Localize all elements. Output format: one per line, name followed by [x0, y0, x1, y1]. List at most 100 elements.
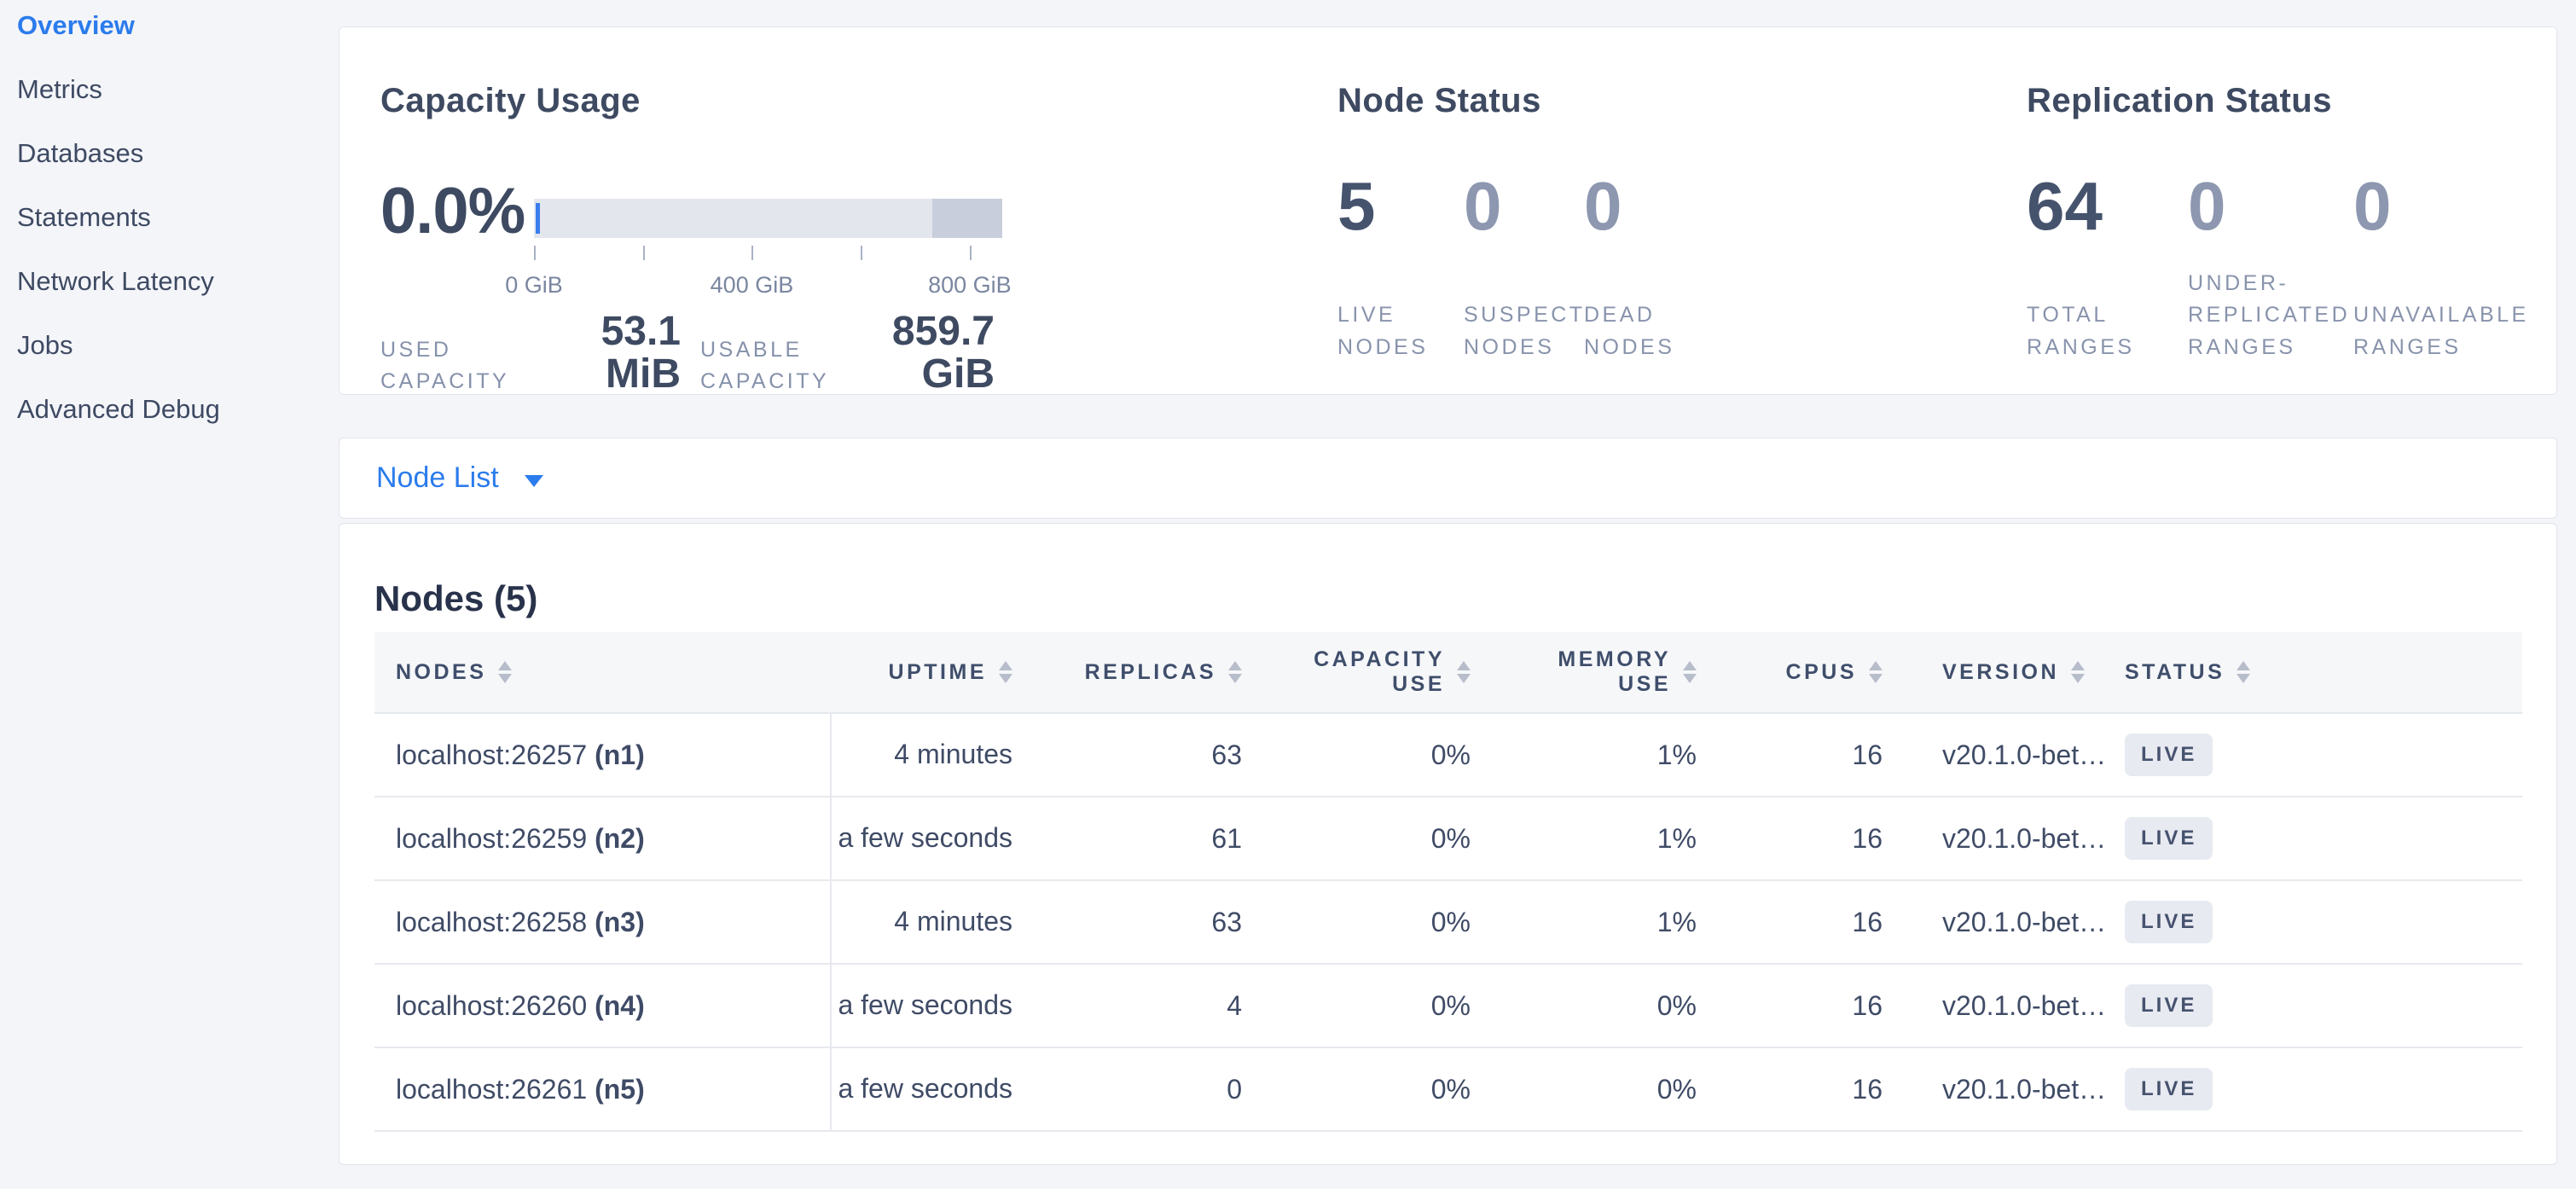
status-badge: LIVE — [2125, 984, 2213, 1027]
column-header-status[interactable]: STATUS — [2116, 660, 2522, 685]
node-id: (n5) — [595, 1073, 645, 1105]
cluster-summary-card: Capacity Usage 0.0% 0 GiB 400 GiB 800 Gi… — [339, 26, 2557, 397]
sidebar-item-metrics[interactable]: Metrics — [17, 73, 102, 104]
memory-use-cell: 0% — [1656, 1073, 1697, 1105]
live-nodes-stat: 5 LIVE NODES — [1337, 168, 1464, 363]
replication-status-stats: 64 TOTAL RANGES 0 UNDER-REPLICATED RANGE… — [2027, 168, 2556, 363]
nodes-table: NODES UPTIME REPLICAS CAPACITY USE MEMOR… — [374, 632, 2522, 1132]
under-replicated-ranges-value: 0 — [2188, 168, 2226, 244]
column-label: VERSION — [1942, 659, 2060, 684]
node-host: localhost:26259 — [396, 822, 588, 854]
capacity-usage-section: Capacity Usage 0.0% 0 GiB 400 GiB 800 Gi… — [380, 27, 1310, 397]
column-header-uptime[interactable]: UPTIME — [830, 660, 1047, 685]
replicas-cell: 63 — [1211, 906, 1242, 937]
view-selector-card: Node List — [339, 438, 2557, 519]
nodes-table-title: Nodes (5) — [374, 578, 538, 618]
cpus-cell: 16 — [1852, 1073, 1883, 1105]
sort-icon — [999, 661, 1012, 683]
capacity-use-cell: 0% — [1430, 906, 1471, 937]
capacity-use-cell: 0% — [1430, 739, 1471, 770]
node-id: (n2) — [595, 822, 645, 854]
axis-label-400gib: 400 GiB — [710, 272, 794, 298]
node-host: localhost:26260 — [396, 989, 588, 1021]
node-address-cell: localhost:26257 (n1) — [374, 740, 830, 771]
sort-icon — [2237, 661, 2251, 683]
column-label: MEMORY USE — [1558, 647, 1671, 696]
sidebar-item-jobs[interactable]: Jobs — [17, 329, 73, 360]
column-header-replicas[interactable]: REPLICAS — [1047, 660, 1276, 685]
capacity-use-cell: 0% — [1430, 989, 1471, 1021]
table-row-node-3[interactable]: localhost:26258 (n3) 4 minutes 63 0% 1% … — [374, 880, 2522, 965]
status-badge: LIVE — [2125, 817, 2213, 860]
node-address-cell: localhost:26260 (n4) — [374, 990, 830, 1022]
uptime-cell: a few seconds — [830, 964, 1047, 1047]
memory-use-cell: 1% — [1656, 739, 1697, 770]
node-status-section: Node Status 5 LIVE NODES 0 SUSPECT NODES… — [1337, 27, 1935, 394]
nodes-table-card: Nodes (5) NODES UPTIME REPLICAS CAPACITY… — [339, 523, 2557, 1165]
axis-tick — [534, 246, 536, 260]
unavailable-ranges-label: UNAVAILABLE RANGES — [2353, 303, 2529, 359]
live-nodes-value: 5 — [1337, 168, 1376, 244]
capacity-bar-other-segment — [931, 199, 1002, 238]
status-badge: LIVE — [2125, 901, 2213, 943]
replicas-cell: 0 — [1227, 1073, 1242, 1105]
under-replicated-ranges-label: UNDER-REPLICATED RANGES — [2188, 270, 2351, 359]
table-row-node-4[interactable]: localhost:26260 (n4) a few seconds 4 0% … — [374, 964, 2522, 1048]
uptime-cell: 4 minutes — [830, 880, 1047, 964]
node-host: localhost:26258 — [396, 906, 588, 937]
table-row-node-2[interactable]: localhost:26259 (n2) a few seconds 61 0%… — [374, 797, 2522, 881]
total-ranges-label: TOTAL RANGES — [2027, 303, 2135, 359]
capacity-use-cell: 0% — [1430, 1073, 1471, 1105]
replicas-cell: 63 — [1211, 739, 1242, 770]
sidebar-item-overview[interactable]: Overview — [17, 9, 135, 40]
node-address-cell: localhost:26258 (n3) — [374, 907, 830, 938]
column-header-cpus[interactable]: CPUS — [1731, 660, 1917, 685]
column-header-capacity-use[interactable]: CAPACITY USE — [1276, 647, 1505, 697]
node-list-dropdown[interactable]: Node List — [376, 461, 543, 495]
column-label: CPUS — [1785, 659, 1857, 684]
node-address-cell: localhost:26261 (n5) — [374, 1074, 830, 1105]
table-row-node-1[interactable]: localhost:26257 (n1) 4 minutes 63 0% 1% … — [374, 713, 2522, 798]
cpus-cell: 16 — [1852, 739, 1883, 770]
capacity-bar-chart: 0 GiB 400 GiB 800 GiB — [505, 199, 1012, 298]
sidebar-nav: Overview Metrics Databases Statements Ne… — [0, 0, 339, 441]
column-header-version[interactable]: VERSION — [1917, 660, 2116, 685]
unavailable-ranges-stat: 0 UNAVAILABLE RANGES — [2353, 172, 2556, 363]
under-replicated-ranges-stat: 0 UNDER-REPLICATED RANGES — [2188, 168, 2353, 363]
used-capacity-label: USED CAPACITY — [380, 338, 510, 393]
column-header-memory-use[interactable]: MEMORY USE — [1505, 647, 1731, 697]
sidebar-item-network-latency[interactable]: Network Latency — [17, 265, 214, 296]
axis-label-800gib: 800 GiB — [928, 272, 1012, 298]
column-label: UPTIME — [888, 659, 987, 684]
sort-icon — [1228, 661, 1242, 683]
dead-nodes-stat: 0 DEAD NODES — [1584, 172, 1755, 363]
sort-icon — [1457, 661, 1471, 683]
table-row-node-5[interactable]: localhost:26261 (n5) a few seconds 0 0% … — [374, 1047, 2522, 1132]
version-cell: v20.1.0-bet… — [1942, 906, 2107, 937]
status-badge: LIVE — [2125, 1068, 2213, 1111]
replicas-cell: 61 — [1211, 822, 1242, 854]
node-list-dropdown-label: Node List — [376, 461, 499, 494]
usable-capacity-value: 859.7 GiB — [891, 309, 995, 397]
column-header-nodes[interactable]: NODES — [374, 660, 830, 685]
column-label: NODES — [396, 659, 487, 684]
column-label: CAPACITY USE — [1314, 647, 1445, 696]
live-nodes-label: LIVE NODES — [1337, 303, 1429, 359]
sidebar-item-statements[interactable]: Statements — [17, 201, 151, 232]
status-cell: LIVE — [2116, 734, 2522, 776]
usable-capacity-label: USABLE CAPACITY — [700, 338, 830, 393]
memory-use-cell: 1% — [1656, 906, 1697, 937]
uptime-cell: 4 minutes — [830, 713, 1047, 797]
version-cell: v20.1.0-bet… — [1942, 989, 2107, 1021]
sidebar-item-databases[interactable]: Databases — [17, 137, 144, 168]
node-status-title: Node Status — [1337, 82, 1541, 119]
replication-status-title: Replication Status — [2027, 82, 2332, 119]
suspect-nodes-value: 0 — [1464, 168, 1502, 244]
axis-tick — [642, 246, 645, 260]
sidebar-item-advanced-debug[interactable]: Advanced Debug — [17, 393, 220, 424]
status-cell: LIVE — [2116, 984, 2522, 1027]
column-label: REPLICAS — [1084, 659, 1216, 684]
node-address-cell: localhost:26259 (n2) — [374, 823, 830, 855]
node-host: localhost:26257 — [396, 739, 588, 770]
